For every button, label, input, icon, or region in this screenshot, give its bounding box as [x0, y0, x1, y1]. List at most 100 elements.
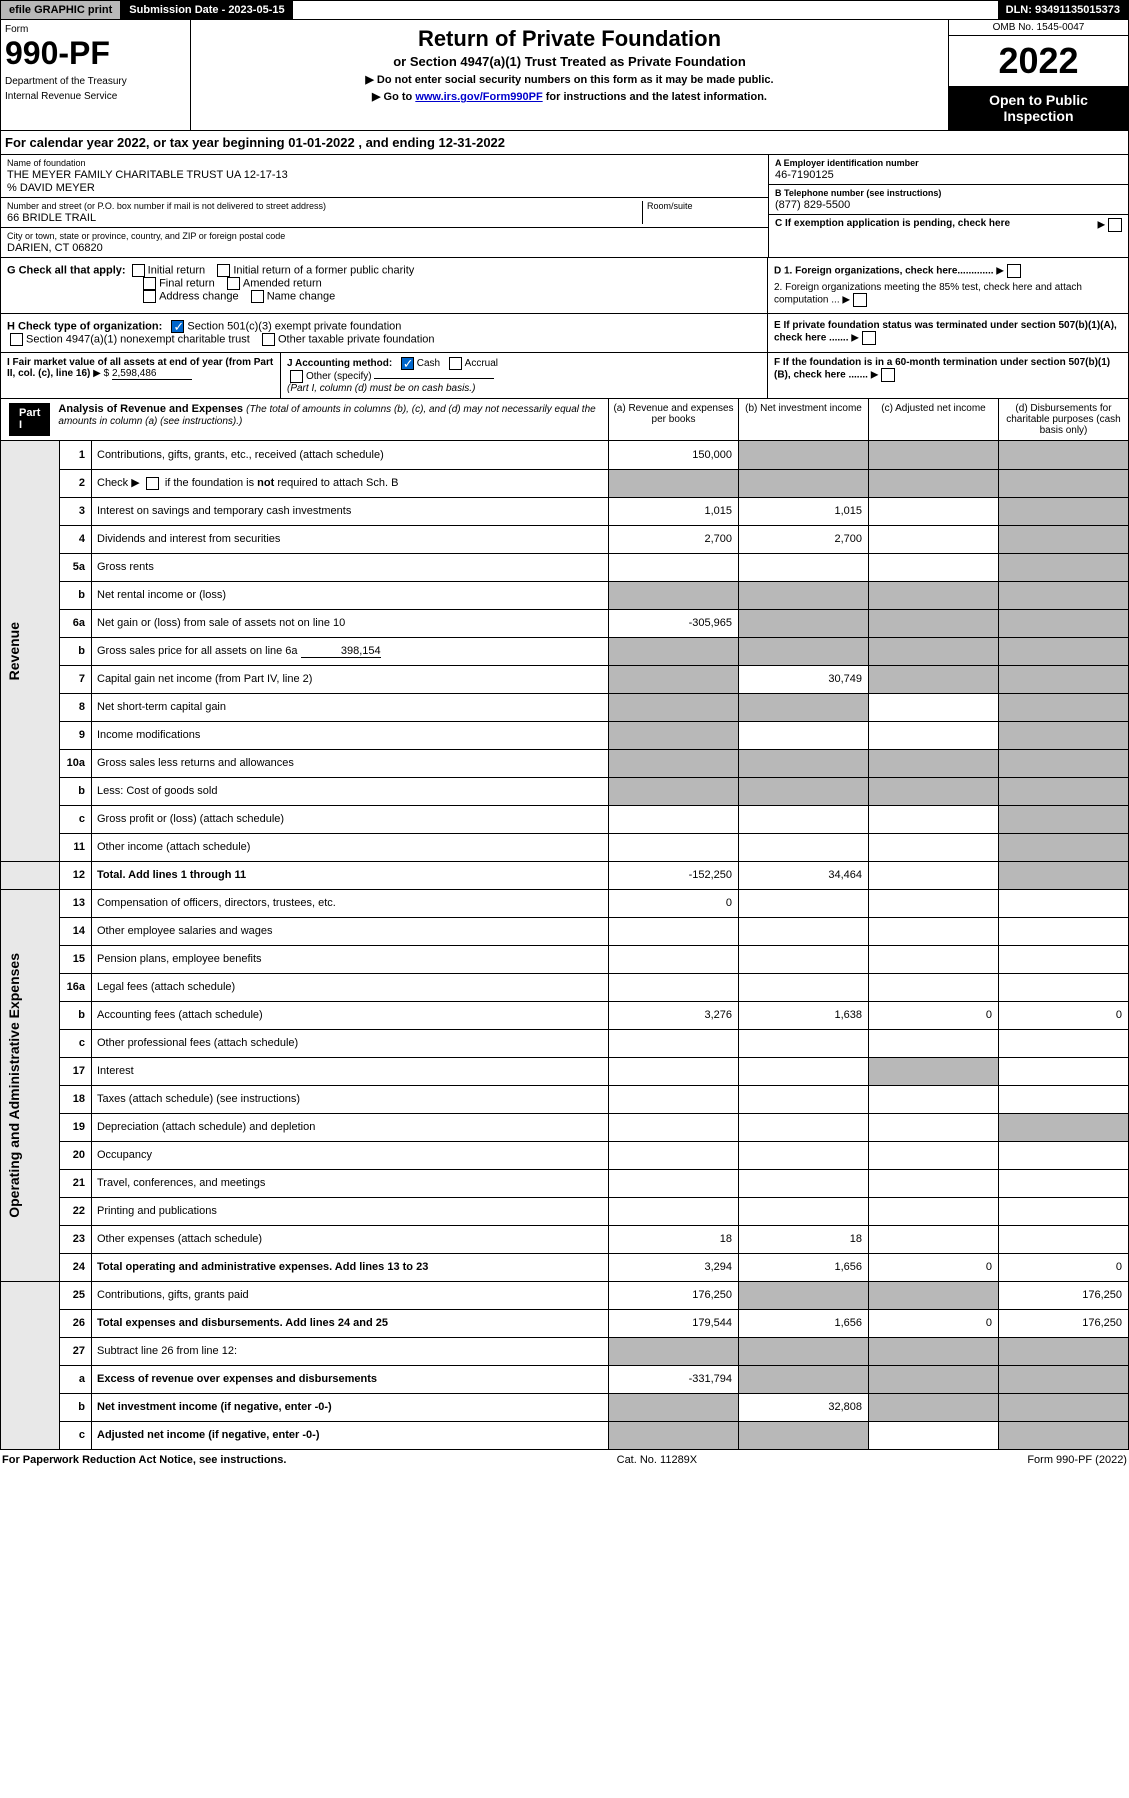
efile-print-button[interactable]: efile GRAPHIC print [1, 1, 121, 19]
line-10b: Less: Cost of goods sold [92, 777, 609, 805]
dln-number: DLN: 93491135015373 [998, 1, 1128, 19]
h-label: H Check type of organization: [7, 320, 162, 332]
final-return-checkbox[interactable] [143, 277, 156, 290]
line-12: Total. Add lines 1 through 11 [92, 861, 609, 889]
line-5a: Gross rents [92, 553, 609, 581]
line-6b: Gross sales price for all assets on line… [92, 637, 609, 665]
amended-checkbox[interactable] [227, 277, 240, 290]
line-16a: Legal fees (attach schedule) [92, 973, 609, 1001]
line-6a: Net gain or (loss) from sale of assets n… [92, 609, 609, 637]
irs-label: Internal Revenue Service [5, 91, 186, 102]
line-15: Pension plans, employee benefits [92, 945, 609, 973]
open-public-badge: Open to Public Inspection [949, 86, 1128, 130]
line-7: Capital gain net income (from Part IV, l… [92, 665, 609, 693]
accrual-checkbox[interactable] [449, 357, 462, 370]
form-label: Form [5, 24, 186, 35]
line-16b: Accounting fees (attach schedule) [92, 1001, 609, 1029]
instruction-2: ▶ Go to www.irs.gov/Form990PF for instru… [197, 90, 942, 103]
dept-treasury: Department of the Treasury [5, 76, 186, 87]
address-label: Number and street (or P.O. box number if… [7, 201, 642, 211]
d2-label: 2. Foreign organizations meeting the 85%… [774, 282, 1082, 306]
name-label: Name of foundation [7, 158, 762, 168]
line-10a: Gross sales less returns and allowances [92, 749, 609, 777]
initial-former-checkbox[interactable] [217, 264, 230, 277]
line-14: Other employee salaries and wages [92, 917, 609, 945]
calendar-year-row: For calendar year 2022, or tax year begi… [0, 131, 1129, 155]
f-label: F If the foundation is in a 60-month ter… [774, 357, 1110, 381]
line-5b: Net rental income or (loss) [92, 581, 609, 609]
line-9: Income modifications [92, 721, 609, 749]
col-c-header: (c) Adjusted net income [868, 399, 998, 440]
d1-label: D 1. Foreign organizations, check here..… [774, 266, 994, 277]
form-header: Form 990-PF Department of the Treasury I… [0, 20, 1129, 131]
col-a-header: (a) Revenue and expenses per books [608, 399, 738, 440]
f-checkbox[interactable] [881, 368, 895, 382]
line-27a: Excess of revenue over expenses and disb… [92, 1365, 609, 1393]
line-17: Interest [92, 1057, 609, 1085]
form-subtitle: or Section 4947(a)(1) Trust Treated as P… [197, 54, 942, 69]
line-8: Net short-term capital gain [92, 693, 609, 721]
4947-checkbox[interactable] [10, 333, 23, 346]
tax-year: 2022 [949, 36, 1128, 86]
c-checkbox[interactable] [1108, 218, 1122, 232]
line-23: Other expenses (attach schedule) [92, 1225, 609, 1253]
expenses-side-label: Operating and Administrative Expenses [6, 953, 22, 1218]
sch-b-checkbox[interactable] [146, 477, 159, 490]
section-h: H Check type of organization: Section 50… [0, 314, 1129, 353]
room-label: Room/suite [647, 201, 762, 211]
ein-value: 46-7190125 [775, 169, 1122, 181]
part1-title: Analysis of Revenue and Expenses [58, 403, 243, 415]
care-of: % DAVID MEYER [7, 182, 762, 194]
section-g: G Check all that apply: Initial return I… [0, 258, 1129, 314]
line-25: Contributions, gifts, grants paid [92, 1281, 609, 1309]
line-24: Total operating and administrative expen… [92, 1253, 609, 1281]
line-11: Other income (attach schedule) [92, 833, 609, 861]
name-change-checkbox[interactable] [251, 290, 264, 303]
form-number: 990-PF [5, 35, 186, 72]
j-note: (Part I, column (d) must be on cash basi… [287, 383, 475, 394]
other-method-checkbox[interactable] [290, 370, 303, 383]
e-label: E If private foundation status was termi… [774, 320, 1117, 344]
part1-header-row: Part I Analysis of Revenue and Expenses … [0, 399, 1129, 441]
line-27: Subtract line 26 from line 12: [92, 1337, 609, 1365]
top-bar: efile GRAPHIC print Submission Date - 20… [0, 0, 1129, 20]
line-26: Total expenses and disbursements. Add li… [92, 1309, 609, 1337]
line-27c: Adjusted net income (if negative, enter … [92, 1421, 609, 1449]
phone-value: (877) 829-5500 [775, 199, 1122, 211]
line-27b: Net investment income (if negative, ente… [92, 1393, 609, 1421]
line-13: Compensation of officers, directors, tru… [92, 889, 609, 917]
cash-checkbox[interactable] [401, 357, 414, 370]
e-checkbox[interactable] [862, 331, 876, 345]
line-3: Interest on savings and temporary cash i… [92, 497, 609, 525]
501c3-checkbox[interactable] [171, 320, 184, 333]
paperwork-notice: For Paperwork Reduction Act Notice, see … [2, 1454, 286, 1466]
c-label: C If exemption application is pending, c… [775, 218, 1010, 229]
line-4: Dividends and interest from securities [92, 525, 609, 553]
other-taxable-checkbox[interactable] [262, 333, 275, 346]
address-change-checkbox[interactable] [143, 290, 156, 303]
instruction-1: ▶ Do not enter social security numbers o… [197, 73, 942, 86]
line-16c: Other professional fees (attach schedule… [92, 1029, 609, 1057]
fmv-value: 2,598,486 [112, 368, 192, 380]
d1-checkbox[interactable] [1007, 264, 1021, 278]
revenue-expense-table: Revenue 1Contributions, gifts, grants, e… [0, 441, 1129, 1450]
omb-number: OMB No. 1545-0047 [949, 20, 1128, 36]
foundation-name: THE MEYER FAMILY CHARITABLE TRUST UA 12-… [7, 169, 762, 181]
irs-link[interactable]: www.irs.gov/Form990PF [415, 91, 542, 103]
g-label: G Check all that apply: [7, 264, 126, 276]
line-21: Travel, conferences, and meetings [92, 1169, 609, 1197]
line-20: Occupancy [92, 1141, 609, 1169]
initial-return-checkbox[interactable] [132, 264, 145, 277]
line-19: Depreciation (attach schedule) and deple… [92, 1113, 609, 1141]
line-10c: Gross profit or (loss) (attach schedule) [92, 805, 609, 833]
col-d-header: (d) Disbursements for charitable purpose… [998, 399, 1128, 440]
form-id-footer: Form 990-PF (2022) [1027, 1454, 1127, 1466]
d2-checkbox[interactable] [853, 293, 867, 307]
line-1: Contributions, gifts, grants, etc., rece… [92, 441, 609, 469]
line-18: Taxes (attach schedule) (see instruction… [92, 1085, 609, 1113]
revenue-side-label: Revenue [6, 622, 22, 680]
form-title: Return of Private Foundation [197, 26, 942, 52]
ein-label: A Employer identification number [775, 158, 1122, 168]
section-i-j: I Fair market value of all assets at end… [0, 353, 1129, 399]
phone-label: B Telephone number (see instructions) [775, 188, 1122, 198]
